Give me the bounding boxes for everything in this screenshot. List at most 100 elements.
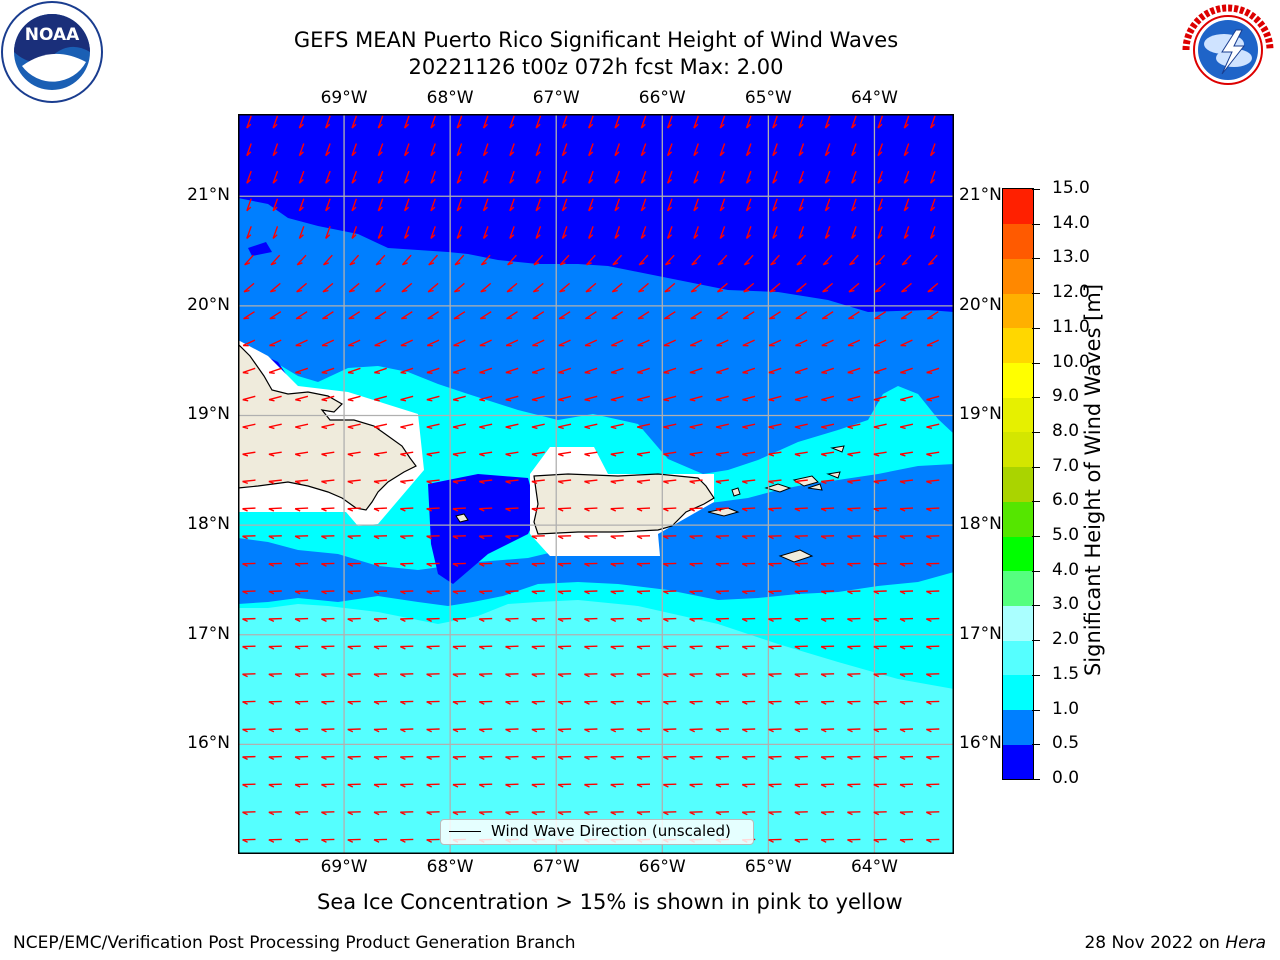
wave-direction-arrow [926,728,940,733]
wave-direction-arrow [689,728,703,733]
wave-direction-arrow [347,367,361,374]
wave-direction-arrow [322,282,334,293]
wave-direction-arrow [640,226,647,240]
wave-direction-arrow [824,115,831,129]
wave-direction-arrow [321,728,335,733]
wave-direction-arrow [505,562,519,567]
wave-direction-arrow [926,395,940,402]
wave-direction-arrow [505,395,519,402]
wave-direction-arrow [637,311,650,320]
wave-direction-arrow [298,226,305,240]
wave-direction-arrow [873,700,887,705]
wave-direction-arrow [321,423,335,430]
wave-direction-arrow [794,728,808,733]
wave-direction-arrow [847,811,861,816]
wave-direction-arrow [768,590,782,595]
wave-direction-arrow [584,395,598,402]
colorbar-tick-label: 0.0 [1052,768,1080,788]
wave-direction-arrow [535,143,542,157]
wave-direction-arrow [794,395,808,402]
wave-direction-arrow [347,783,361,788]
wave-direction-arrow [373,507,388,512]
lon-label-bottom: 69°W [320,857,368,877]
wave-direction-arrow [899,783,914,788]
wave-direction-arrow [851,226,857,240]
wave-direction-arrow [851,198,857,212]
map-panel[interactable]: Wind Wave Direction (unscaled) [238,114,954,854]
wave-direction-arrow [770,254,780,266]
wave-direction-arrow [636,562,651,567]
wave-direction-arrow [638,282,649,293]
wave-direction-arrow [430,170,436,184]
wave-direction-arrow [373,728,388,733]
lon-label-top: 64°W [850,88,898,108]
wave-direction-arrow [452,645,466,650]
wave-direction-arrow [663,811,677,816]
wave-direction-arrow [820,535,835,540]
wave-direction-arrow [373,617,388,623]
wave-direction-arrow [926,590,940,595]
wave-direction-arrow [478,728,493,733]
wave-direction-arrow [400,645,414,650]
wave-direction-arrow [926,311,939,320]
wave-direction-arrow [873,507,887,512]
wave-direction-arrow [820,700,835,705]
wave-direction-arrow [768,367,782,374]
wave-direction-arrow [294,507,309,512]
colorbar-tick [1032,223,1040,225]
wave-direction-arrow [532,339,545,347]
wave-direction-arrow [452,783,466,788]
wave-direction-arrow [691,254,702,266]
wave-direction-arrow [480,282,492,293]
wave-direction-arrow [847,535,861,540]
wave-direction-arrow [347,479,361,485]
wave-direction-arrow [272,115,279,129]
wave-direction-arrow [636,507,651,512]
wave-direction-arrow [373,562,388,567]
wave-direction-arrow [821,395,835,402]
wave-direction-arrow [929,115,936,129]
wave-direction-arrow [561,143,568,157]
wave-direction-arrow [794,451,808,457]
wave-direction-arrow [400,535,414,540]
wave-direction-arrow [742,423,756,430]
wave-direction-arrow [426,367,440,374]
lat-label-right: 16°N [959,733,1002,754]
wave-direction-arrow [374,339,387,347]
wave-direction-arrow [636,645,651,650]
wave-direction-arrow [478,645,493,650]
wave-direction-arrow [561,198,568,212]
wave-direction-arrow [640,198,647,212]
wave-direction-arrow [877,115,884,129]
wave-direction-arrow [478,590,493,595]
wave-direction-arrow [351,115,358,129]
colorbar-tick-label: 9.0 [1052,386,1080,407]
colorbar-tick [1032,536,1040,538]
wave-direction-arrow [268,423,282,430]
wave-direction-arrow [717,254,728,266]
wave-direction-arrow [426,728,440,733]
colorbar-tick-label: 2.0 [1052,629,1080,650]
wave-direction-arrow [873,673,887,678]
wave-direction-arrow [715,783,729,788]
wave-direction-arrow [741,673,756,678]
wave-direction-arrow [269,311,282,320]
lon-label-top: 68°W [426,88,474,108]
wave-direction-arrow [663,395,677,402]
wave-direction-arrow [400,755,414,761]
wave-direction-arrow [899,645,914,650]
wave-direction-arrow [246,226,252,240]
wave-direction-arrow [533,254,544,266]
wave-direction-arrow [689,367,703,374]
wave-direction-arrow [246,170,252,184]
wave-direction-arrow [927,282,939,293]
wave-direction-arrow [848,254,859,266]
wave-direction-arrow [375,282,386,293]
wave-direction-arrow [584,755,598,761]
wave-direction-arrow [847,755,861,761]
wave-direction-arrow [401,254,412,266]
wave-direction-arrow [430,198,436,212]
wave-direction-arrow [794,479,808,485]
wave-direction-arrow [557,700,572,705]
lat-label-right: 20°N [959,294,1002,315]
